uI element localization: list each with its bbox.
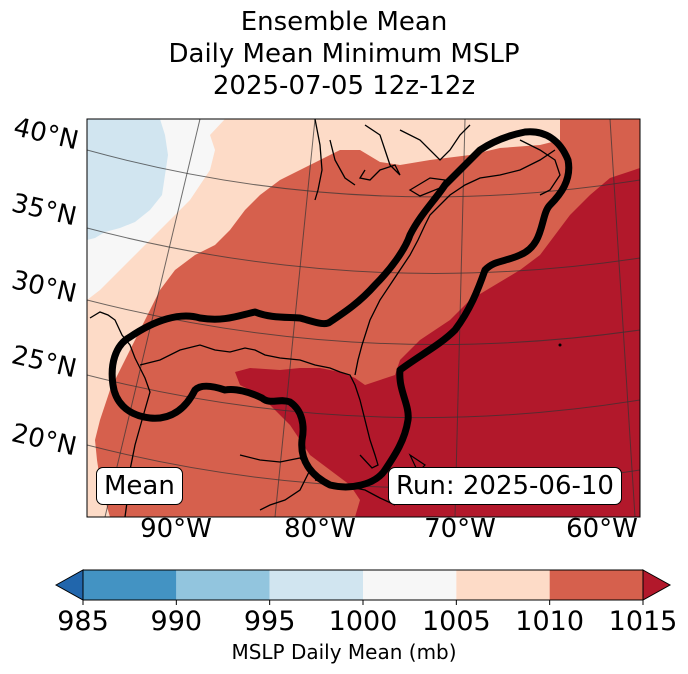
colorbar-tick-label: 985 <box>57 606 109 637</box>
colorbar <box>54 569 672 605</box>
mean-label-box: Mean <box>96 467 183 505</box>
title-line-2: Daily Mean Minimum MSLP <box>168 39 520 69</box>
colorbar-bin-985-990 <box>83 570 177 600</box>
colorbar-tick-label: 995 <box>243 606 296 637</box>
colorbar-tick-label: 1005 <box>421 606 491 637</box>
colorbar-over-arrow <box>642 569 672 601</box>
colorbar-bin-1005-1010 <box>456 570 550 600</box>
field-1005-1010 <box>87 119 560 517</box>
title-line-1: Ensemble Mean <box>240 7 448 37</box>
colorbar-tick-label: 1000 <box>328 606 398 637</box>
colorbar-bin-1010-1015 <box>549 570 643 600</box>
colorbar-bin-1000-1005 <box>363 570 457 600</box>
lon-label-90w: 90°W <box>140 514 212 544</box>
colorbar-tick-label: 1010 <box>515 606 585 637</box>
run-date-box: Run: 2025-06-10 <box>388 467 622 505</box>
title-line-3: 2025-07-05 12z-12z <box>212 71 476 101</box>
bermuda-marker <box>558 343 562 347</box>
colorbar-tick-label: 990 <box>150 606 203 637</box>
colorbar-under-arrow <box>54 569 84 601</box>
map-frame <box>86 118 641 518</box>
colorbar-bin-990-995 <box>176 570 270 600</box>
lon-label-60w: 60°W <box>566 514 638 544</box>
map-plot <box>86 118 641 518</box>
colorbar-tick-label: 1015 <box>608 606 678 637</box>
lon-label-80w: 80°W <box>284 514 356 544</box>
lon-label-70w: 70°W <box>424 514 496 544</box>
field-995-1000 <box>87 119 168 240</box>
contour-outline <box>108 128 573 491</box>
colorbar-bin-995-1000 <box>269 570 363 600</box>
colorbar-title: MSLP Daily Mean (mb) <box>231 640 457 664</box>
